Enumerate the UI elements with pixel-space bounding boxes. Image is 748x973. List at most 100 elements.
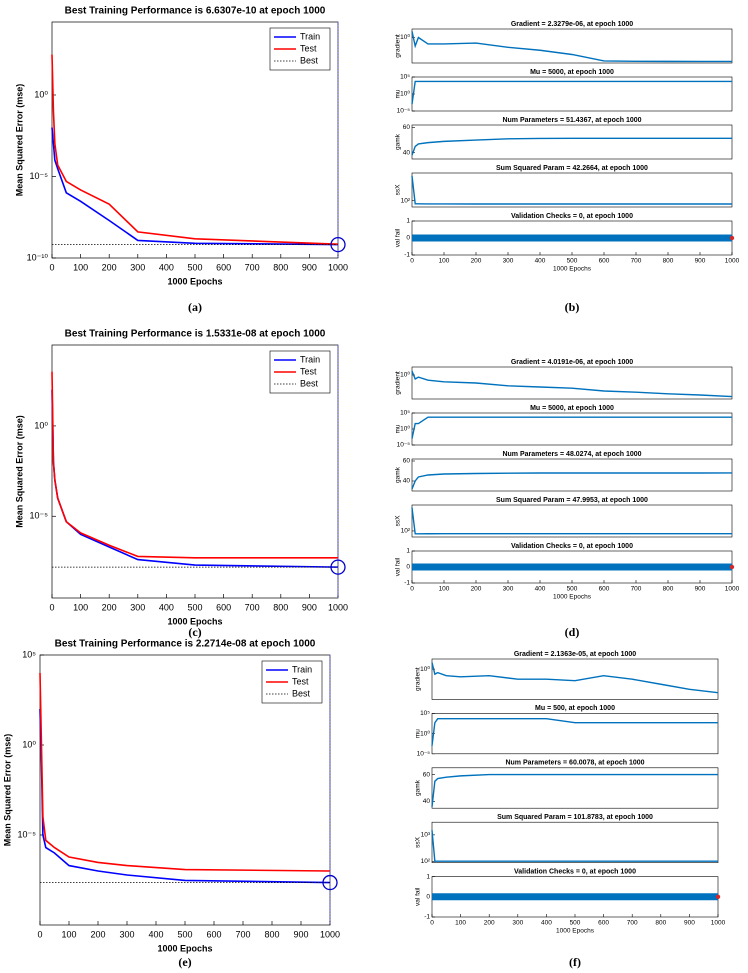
- x-tick-label: 100: [61, 929, 76, 939]
- subplot-y-label: ssX: [415, 836, 422, 848]
- series-line: [39, 672, 331, 872]
- x-axis-label: 1000 Epochs: [167, 616, 222, 626]
- series-line: [411, 80, 732, 105]
- x-tick-label: 0: [37, 929, 42, 939]
- subplot-title: Gradient = 4.0191e-06, at epoch 1000: [511, 359, 633, 366]
- y-tick-label: 10³: [421, 832, 431, 839]
- subplot-y-label: gamk: [415, 779, 422, 796]
- y-tick-label: 60: [403, 124, 411, 131]
- subplot-y-label: gradient: [395, 34, 402, 58]
- x-tick-label: 0: [410, 258, 414, 265]
- y-tick-label: 10⁰: [420, 665, 430, 673]
- y-tick-label: 10⁵: [400, 410, 410, 417]
- x-tick-label: 800: [655, 920, 666, 927]
- x-tick-label: 600: [206, 929, 221, 939]
- x-tick-label: 900: [302, 262, 317, 272]
- y-tick-label: 10⁰: [34, 89, 48, 99]
- x-tick-label: 500: [567, 258, 578, 265]
- panel-caption: (c): [188, 625, 201, 639]
- x-tick-label: 700: [245, 602, 260, 612]
- panel-caption: (f): [569, 955, 581, 969]
- x-tick-label: 1000: [725, 258, 740, 265]
- subplot-area: [411, 504, 733, 538]
- x-axis-label: 1000 Epochs: [157, 943, 212, 953]
- y-tick-label: 10⁻⁵: [18, 829, 37, 839]
- subplot-title: Sum Squared Param = 101.8783, at epoch 1…: [497, 814, 653, 821]
- y-tick-label: 10⁻⁵: [30, 171, 49, 181]
- y-tick-label: 40: [423, 798, 431, 805]
- best-marker: [322, 874, 338, 891]
- y-tick-label: 10⁰: [400, 90, 410, 98]
- subplot-y-label: val fail: [395, 228, 402, 247]
- x-tick-label: 800: [273, 602, 288, 612]
- y-tick-label: 0: [426, 894, 430, 901]
- subplot-title: Validation Checks = 0, at epoch 1000: [511, 213, 633, 220]
- legend-label: Test: [300, 366, 317, 376]
- x-tick-label: 0: [49, 602, 54, 612]
- chart-title: Best Training Performance is 2.2714e-08 …: [55, 639, 316, 650]
- y-tick-label: 60: [423, 771, 431, 778]
- x-tick-label: 900: [695, 258, 706, 265]
- subplot-title: Validation Checks = 0, at epoch 1000: [511, 543, 633, 550]
- subplot-area: [411, 124, 733, 160]
- x-tick-label: 600: [598, 920, 609, 927]
- x-tick-label: 400: [148, 929, 163, 939]
- subplot-y-label: mu: [395, 89, 402, 98]
- x-tick-label: 800: [663, 258, 674, 265]
- x-tick-label: 500: [177, 929, 192, 939]
- y-tick-label: 10⁰: [420, 729, 430, 737]
- x-tick-label: 400: [541, 920, 552, 927]
- x-tick-label: 300: [503, 258, 514, 265]
- subplot-title: Mu = 5000, at epoch 1000: [530, 69, 614, 76]
- subplot-title: Sum Squared Param = 42.2664, at epoch 10…: [496, 165, 648, 172]
- series-line: [411, 31, 733, 63]
- x-tick-label: 100: [73, 262, 88, 272]
- x-tick-label: 0: [430, 920, 434, 927]
- x-tick-label: 700: [235, 929, 250, 939]
- x-tick-label: 200: [484, 920, 495, 927]
- x-tick-label: 600: [599, 586, 610, 593]
- y-tick-label: 10⁻⁵: [397, 442, 411, 449]
- y-tick-label: 40: [403, 478, 411, 485]
- subplot-title: Validation Checks = 0, at epoch 1000: [514, 868, 636, 875]
- legend-label: Test: [292, 676, 309, 686]
- x-tick-label: 1000: [320, 929, 340, 939]
- subplot-title: Mu = 500, at epoch 1000: [535, 705, 615, 712]
- y-tick-label: 10⁰: [400, 33, 410, 41]
- best-marker: [330, 236, 346, 253]
- y-tick-label: 10²: [401, 197, 411, 204]
- x-tick-label: 200: [102, 602, 117, 612]
- y-tick-label: 10⁵: [22, 649, 36, 659]
- legend-label: Test: [300, 43, 317, 53]
- x-tick-label: 200: [90, 929, 105, 939]
- x-axis-label: 1000 Epochs: [167, 276, 222, 286]
- y-tick-label: 10²: [421, 858, 431, 865]
- x-tick-label: 1000: [328, 262, 348, 272]
- y-tick-label: 10⁻⁵: [397, 108, 411, 115]
- y-tick-label: 10⁰: [400, 425, 410, 433]
- y-tick-label: 10²: [401, 528, 411, 535]
- subplot-area: [411, 458, 733, 492]
- subplot-y-label: mu: [415, 729, 422, 738]
- y-tick-label: -1: [404, 252, 410, 259]
- x-tick-label: 400: [535, 258, 546, 265]
- y-tick-label: 0: [406, 564, 410, 571]
- subplot-area: [411, 76, 733, 112]
- series-line: [411, 137, 733, 156]
- x-tick-label: 700: [245, 262, 260, 272]
- x-tick-label: 100: [73, 602, 88, 612]
- legend-label: Best: [300, 55, 319, 65]
- y-tick-label: 10⁰: [22, 739, 36, 749]
- subplot-title: Gradient = 2.3279e-06, at epoch 1000: [511, 21, 633, 28]
- x-tick-label: 500: [187, 602, 202, 612]
- y-tick-label: 10⁻⁵: [30, 511, 49, 521]
- y-tick-label: 10⁵: [400, 74, 410, 81]
- panel-caption: (b): [565, 300, 580, 314]
- x-tick-label: 600: [216, 262, 231, 272]
- legend-label: Train: [300, 354, 320, 364]
- y-tick-label: 10⁰: [400, 371, 410, 379]
- y-tick-label: 1: [406, 218, 410, 225]
- x-tick-label: 200: [471, 586, 482, 593]
- x-tick-label: 700: [631, 586, 642, 593]
- subplot-title: Gradient = 2.1363e-05, at epoch 1000: [514, 651, 636, 658]
